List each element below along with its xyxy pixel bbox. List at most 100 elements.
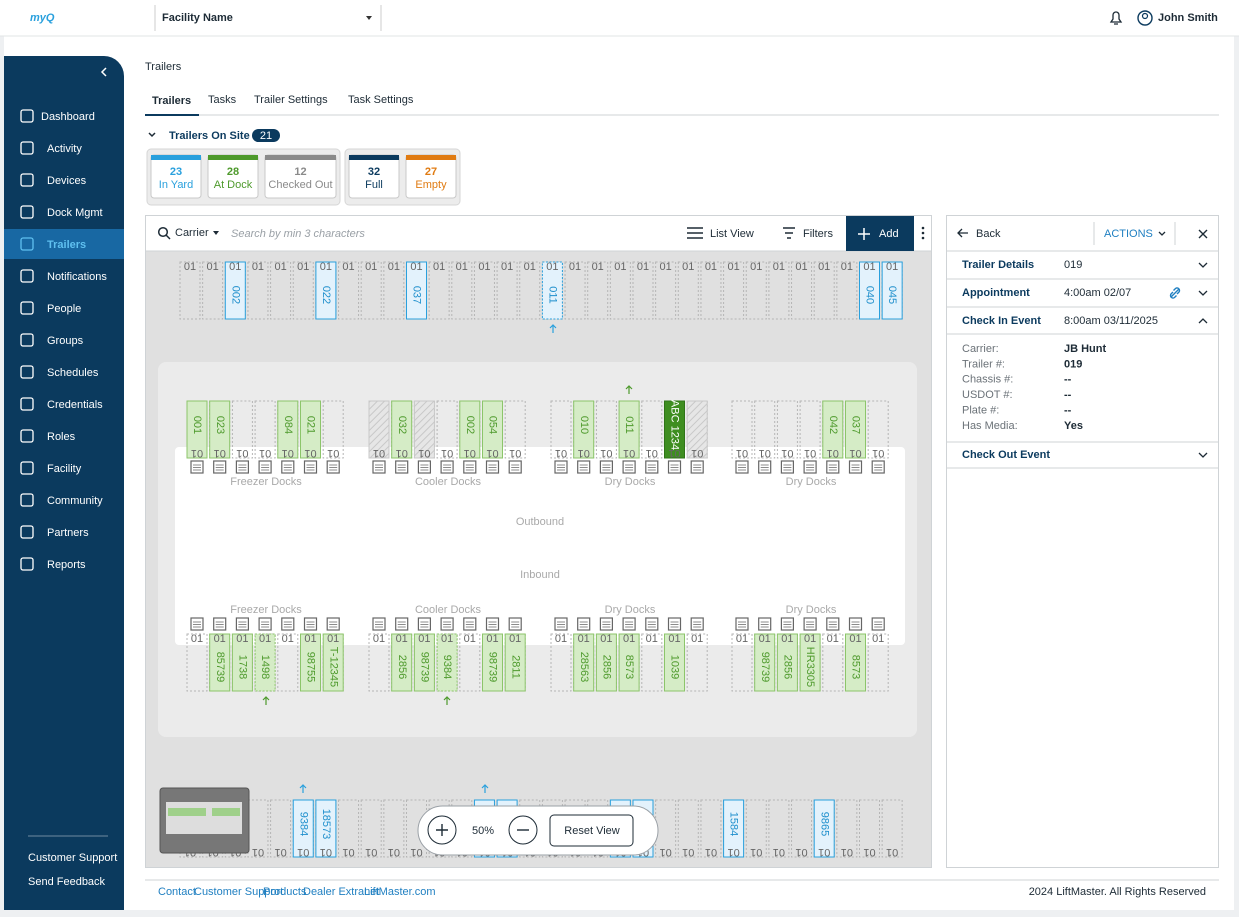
nav-item[interactable]: Notifications [47, 271, 107, 283]
stat-label: At Dock [214, 179, 253, 191]
footer-link[interactable]: Customer Support [194, 886, 283, 898]
trailer[interactable] [723, 799, 745, 858]
trailer[interactable] [406, 261, 427, 320]
dock-door [826, 460, 840, 474]
chevron[interactable] [1198, 318, 1208, 324]
trailer[interactable] [277, 400, 299, 459]
trailer[interactable] [231, 633, 253, 692]
trailer[interactable] [754, 633, 776, 692]
reset-view-button[interactable] [549, 814, 634, 847]
nav-item[interactable]: Roles [47, 431, 76, 443]
nav-item[interactable]: Partners [47, 527, 89, 539]
footer-link[interactable]: Dealer Extranet [303, 886, 379, 898]
trailer[interactable] [482, 400, 503, 459]
trailer[interactable] [881, 261, 903, 320]
trailer-id: 2856 [396, 655, 408, 679]
trailer[interactable] [573, 633, 595, 692]
nav-item[interactable]: Dashboard [41, 111, 95, 123]
filters-button[interactable]: Filters [803, 228, 833, 240]
stat-value: 27 [425, 166, 437, 178]
nav-item[interactable]: Schedules [47, 367, 99, 379]
nav-item[interactable]: People [47, 303, 81, 315]
carrier-filter[interactable]: Carrier [175, 227, 209, 239]
section-title[interactable]: Trailer Details [962, 259, 1034, 271]
nav-item[interactable]: Reports [47, 559, 86, 571]
facility-select[interactable]: Facility Name [162, 12, 233, 24]
slot-label: 01 [600, 633, 612, 645]
nav-item[interactable]: Credentials [47, 399, 103, 411]
trailer[interactable] [300, 633, 321, 692]
close-button[interactable] [1198, 229, 1208, 239]
dock-door-lines [329, 464, 338, 471]
trailer[interactable] [664, 400, 685, 459]
trailer[interactable] [315, 799, 337, 858]
trailer[interactable] [813, 799, 835, 858]
trailer[interactable] [292, 799, 314, 858]
logo[interactable]: myQ [30, 12, 55, 24]
field-value: -- [1064, 374, 1072, 386]
trailer[interactable] [482, 633, 503, 692]
trailer[interactable] [254, 633, 276, 692]
trailer[interactable] [618, 400, 640, 459]
trailer[interactable] [459, 400, 481, 459]
nav-item[interactable]: Activity [47, 143, 82, 155]
footer-link[interactable]: LiftMaster.com [364, 886, 436, 898]
list-view-button[interactable]: List View [710, 228, 754, 240]
nav-item[interactable]: Community [47, 495, 103, 507]
trailer[interactable] [595, 633, 617, 692]
nav-item[interactable]: Facility [47, 463, 82, 475]
trailer[interactable] [209, 633, 231, 692]
trailer[interactable] [822, 400, 844, 459]
section-title[interactable]: Check In Event [962, 315, 1041, 327]
trailer[interactable] [209, 400, 231, 459]
trailer[interactable] [618, 633, 640, 692]
actions-button[interactable]: ACTIONS [1104, 228, 1153, 240]
link-icon[interactable] [1169, 287, 1181, 299]
tab[interactable]: Trailer Settings [254, 94, 328, 106]
bell-icon[interactable] [1109, 11, 1123, 25]
nav-item[interactable]: Devices [47, 175, 87, 187]
trailer[interactable] [541, 261, 563, 320]
chevron[interactable] [1198, 452, 1208, 458]
dock-door [190, 617, 204, 631]
tab[interactable]: Trailers [152, 95, 191, 107]
trailer[interactable] [224, 261, 246, 320]
back-button[interactable]: Back [976, 228, 1001, 240]
trailer[interactable] [436, 633, 458, 692]
footer-link[interactable]: Products [263, 886, 307, 898]
trailer[interactable] [845, 633, 866, 692]
collapse-button[interactable] [100, 67, 107, 77]
trailer[interactable] [300, 400, 321, 459]
trailer[interactable] [391, 633, 413, 692]
trailer[interactable] [573, 400, 595, 459]
sidebar-link[interactable]: Customer Support [28, 852, 117, 864]
trailer[interactable] [391, 400, 413, 459]
section-title[interactable]: Appointment [962, 287, 1030, 299]
trailer[interactable] [322, 633, 344, 692]
tab[interactable]: Tasks [208, 94, 237, 106]
trailer[interactable] [799, 633, 821, 692]
trailer[interactable] [413, 633, 435, 692]
trailer[interactable] [776, 633, 798, 692]
trailer[interactable] [845, 400, 866, 459]
collapse-chevron[interactable] [148, 132, 156, 138]
trailer[interactable] [859, 261, 880, 320]
trailer[interactable] [315, 261, 337, 320]
trailer[interactable] [186, 400, 208, 459]
footer-link[interactable]: Contact [158, 886, 196, 898]
tab[interactable]: Task Settings [348, 94, 414, 106]
section-title[interactable]: Check Out Event [962, 449, 1050, 461]
user-icon[interactable] [1137, 10, 1153, 26]
nav-item[interactable]: Groups [47, 335, 84, 347]
trailer[interactable] [504, 633, 526, 692]
user-name[interactable]: John Smith [1158, 12, 1218, 24]
chevron[interactable] [1198, 262, 1208, 268]
search-input[interactable]: Search by min 3 characters [231, 228, 365, 240]
trailer[interactable] [664, 633, 685, 692]
sidebar-link[interactable]: Send Feedback [28, 876, 106, 888]
chevron[interactable] [1198, 290, 1208, 296]
more-menu[interactable] [921, 226, 925, 240]
nav-item[interactable]: Trailers [47, 239, 86, 251]
nav-item[interactable]: Dock Mgmt [47, 207, 103, 219]
add-button[interactable] [846, 216, 914, 251]
